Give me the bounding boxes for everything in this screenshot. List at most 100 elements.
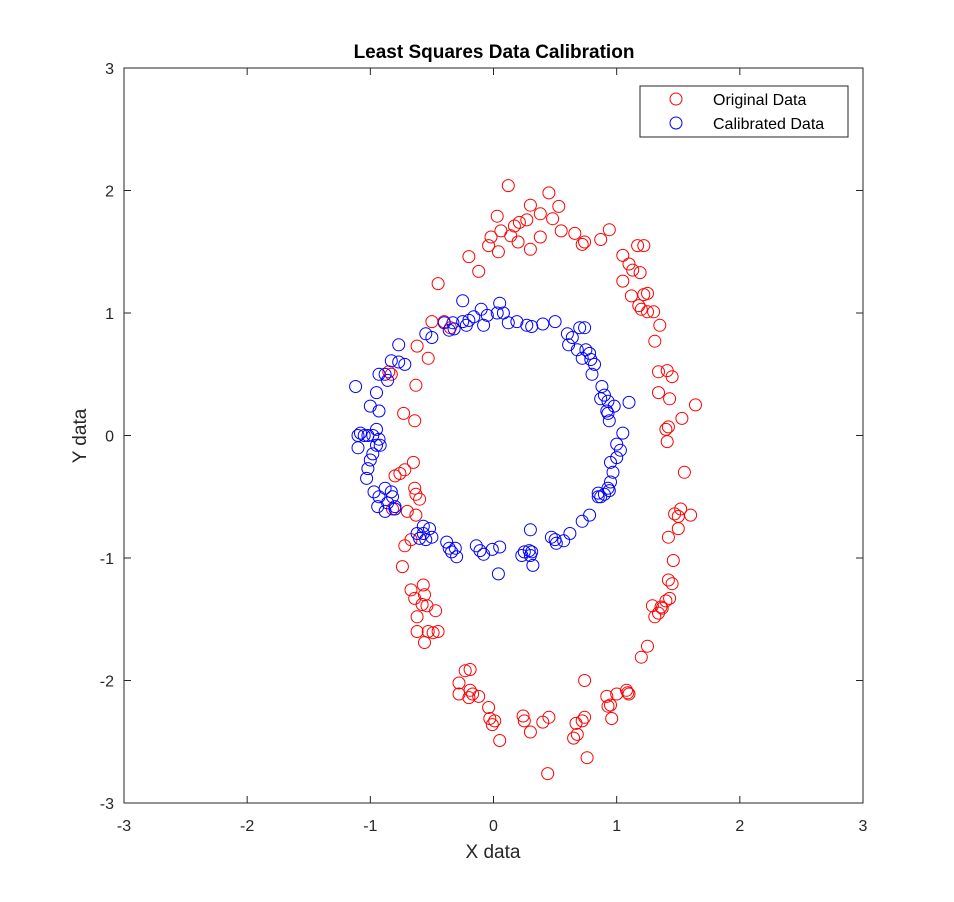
data-point	[661, 530, 675, 544]
data-point	[604, 698, 617, 712]
data-point	[585, 367, 599, 381]
data-point	[568, 226, 582, 240]
data-point	[626, 263, 640, 277]
data-point	[666, 554, 680, 567]
y-tick-label: 1	[105, 306, 114, 323]
data-point	[689, 398, 702, 412]
legend-marker-calibrated	[669, 116, 683, 130]
data-point	[501, 179, 515, 193]
data-point	[349, 380, 363, 393]
data-point	[652, 386, 665, 400]
data-point	[516, 709, 530, 723]
data-point	[641, 305, 654, 319]
data-point	[621, 686, 635, 700]
data-point	[484, 230, 498, 244]
data-point	[404, 583, 418, 597]
y-tick-label: 0	[105, 429, 114, 446]
data-point	[637, 239, 651, 253]
data-point	[408, 414, 422, 428]
data-point	[397, 406, 411, 420]
data-point	[533, 230, 547, 244]
data-point	[567, 731, 581, 745]
data-point	[372, 404, 386, 418]
data-point	[520, 318, 534, 332]
data-point	[523, 523, 537, 537]
data-point	[600, 404, 614, 418]
data-point	[533, 207, 547, 221]
data-point	[458, 664, 472, 678]
data-point	[605, 712, 619, 725]
data-point	[584, 353, 598, 366]
x-tick-label: 1	[612, 818, 621, 835]
data-point	[641, 639, 654, 653]
data-point	[491, 567, 505, 581]
data-point	[392, 338, 406, 352]
data-point	[448, 541, 462, 555]
data-point	[620, 683, 633, 697]
data-point	[565, 331, 579, 344]
data-point	[613, 443, 627, 457]
data-point	[452, 676, 466, 690]
data-point	[634, 650, 648, 664]
data-point	[648, 610, 662, 624]
data-point	[654, 600, 668, 614]
y-tick-label: 2	[105, 184, 114, 201]
data-point	[462, 691, 476, 705]
data-point	[511, 235, 525, 249]
data-point	[462, 250, 476, 264]
data-point	[557, 534, 571, 548]
y-tick-label: -1	[100, 551, 114, 568]
data-point	[425, 331, 439, 344]
data-point	[437, 316, 451, 330]
data-point	[522, 544, 536, 558]
chart-title: Least Squares Data Calibration	[354, 42, 635, 63]
data-point	[653, 318, 667, 332]
data-point	[425, 530, 439, 544]
data-point	[409, 378, 423, 392]
data-point	[446, 316, 460, 330]
y-tick-label: -3	[100, 796, 114, 813]
data-point	[552, 199, 566, 213]
data-point	[416, 578, 430, 592]
data-point	[413, 492, 427, 506]
data-point	[482, 701, 496, 714]
data-point	[456, 294, 470, 308]
data-point	[370, 422, 383, 436]
data-point	[668, 507, 682, 521]
data-point	[591, 486, 605, 500]
data-point	[398, 357, 412, 371]
data-point	[549, 536, 563, 550]
data-point	[548, 315, 562, 329]
data-point	[665, 370, 679, 384]
data-point	[351, 441, 365, 455]
data-point	[372, 490, 386, 504]
data-point	[604, 455, 617, 469]
x-tick-label: 0	[489, 818, 498, 835]
data-point	[684, 508, 698, 522]
data-point	[372, 367, 386, 381]
legend-label-calibrated: Calibrated Data	[713, 116, 824, 133]
data-point	[463, 683, 477, 697]
data-point	[622, 687, 636, 701]
data-point	[372, 432, 386, 446]
data-point	[367, 485, 381, 499]
data-point	[421, 351, 435, 365]
data-point	[594, 233, 608, 246]
data-point	[575, 237, 589, 251]
data-point	[381, 373, 395, 387]
data-point	[569, 716, 583, 730]
data-point	[431, 625, 445, 638]
data-point	[677, 465, 691, 479]
data-point	[410, 625, 424, 638]
data-point	[536, 317, 550, 331]
data-point	[570, 343, 584, 357]
x-tick-label: 3	[859, 818, 868, 835]
data-point	[395, 560, 409, 574]
legend: Original Data Calibrated Data	[639, 85, 849, 138]
data-point	[388, 502, 402, 516]
data-point	[442, 541, 456, 555]
data-point	[469, 539, 483, 553]
data-point	[416, 527, 430, 540]
data-point	[419, 327, 433, 341]
data-point	[490, 209, 504, 223]
